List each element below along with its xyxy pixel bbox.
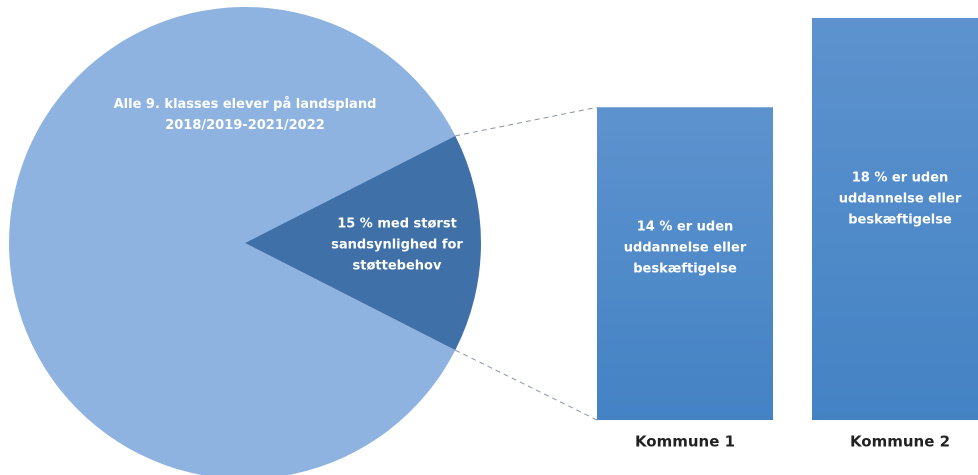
label-line: sandsynlighed for xyxy=(331,238,463,253)
x-tick-label: Kommune 1 xyxy=(635,433,735,451)
label-line: uddannelse eller xyxy=(624,241,747,256)
label-line: 14 % er uden xyxy=(637,220,734,235)
pie-slice xyxy=(9,7,456,475)
label-line: Alle 9. klasses elever på landspland xyxy=(114,97,377,112)
x-tick-label: Kommune 2 xyxy=(850,433,950,451)
bar-shade xyxy=(597,107,773,420)
label-line: støttebehov xyxy=(353,259,442,274)
label-line: 2018/2019-2021/2022 xyxy=(165,118,325,133)
label-line: uddannelse eller xyxy=(839,191,962,206)
label-line: beskæftigelse xyxy=(633,262,737,277)
label-line: beskæftigelse xyxy=(848,212,952,227)
label-line: 15 % med størst xyxy=(337,217,457,232)
connector xyxy=(455,106,598,137)
bar-shade xyxy=(812,18,978,420)
connector xyxy=(455,349,598,421)
label-line: 18 % er uden xyxy=(852,170,949,185)
pie-slice xyxy=(245,135,482,351)
